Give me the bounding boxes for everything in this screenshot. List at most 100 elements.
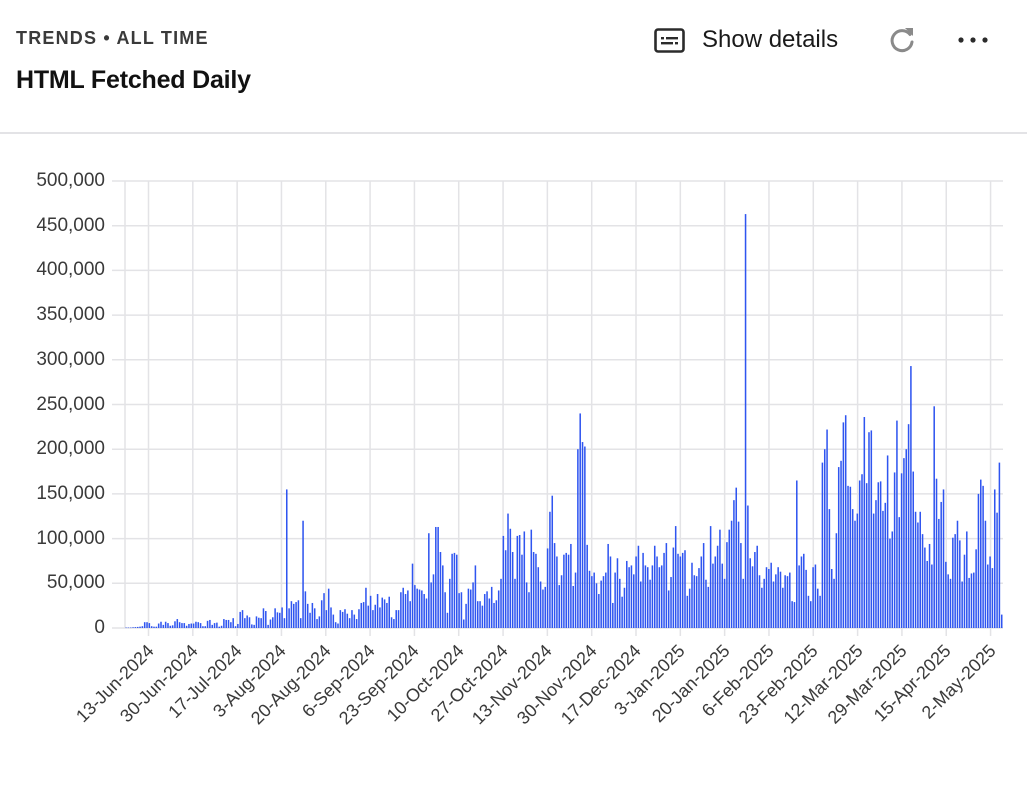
bar[interactable] [174, 621, 176, 628]
bar[interactable] [199, 623, 202, 628]
bar[interactable] [616, 558, 619, 628]
bar[interactable] [807, 595, 810, 628]
bar[interactable] [202, 626, 204, 628]
bar[interactable] [558, 585, 561, 628]
bar[interactable] [190, 623, 193, 628]
bar[interactable] [577, 449, 579, 628]
bar[interactable] [961, 581, 963, 628]
bar[interactable] [500, 578, 502, 628]
bar[interactable] [651, 565, 654, 628]
bar[interactable] [679, 556, 682, 628]
bar[interactable] [216, 622, 218, 628]
bar[interactable] [973, 572, 975, 628]
bar[interactable] [977, 493, 980, 628]
bar[interactable] [970, 573, 973, 628]
bar[interactable] [416, 588, 418, 628]
bar[interactable] [393, 619, 395, 628]
bar[interactable] [386, 602, 388, 628]
bar[interactable] [181, 623, 183, 628]
bar[interactable] [644, 565, 647, 628]
bar[interactable] [623, 587, 626, 628]
bar[interactable] [192, 623, 195, 628]
bar[interactable] [574, 572, 577, 628]
bar[interactable] [812, 567, 814, 628]
bar[interactable] [360, 602, 363, 628]
bar[interactable] [239, 611, 241, 628]
bar[interactable] [153, 626, 155, 628]
bar[interactable] [423, 594, 425, 628]
bar[interactable] [653, 545, 656, 628]
bar[interactable] [171, 625, 174, 628]
bar[interactable] [721, 563, 724, 628]
bar[interactable] [642, 552, 644, 628]
bar[interactable] [351, 610, 353, 628]
bar[interactable] [877, 482, 880, 628]
bar[interactable] [840, 460, 842, 628]
bar[interactable] [772, 581, 775, 628]
bar[interactable] [800, 556, 803, 628]
bar[interactable] [204, 626, 207, 628]
bar[interactable] [779, 571, 782, 628]
bar[interactable] [665, 543, 668, 628]
bar[interactable] [544, 586, 547, 628]
bar[interactable] [1000, 614, 1003, 628]
bar[interactable] [530, 529, 533, 628]
bar[interactable] [209, 619, 211, 628]
bar[interactable] [372, 610, 374, 628]
bar[interactable] [260, 618, 262, 628]
bar[interactable] [956, 520, 959, 628]
bar[interactable] [693, 575, 696, 628]
bar[interactable] [858, 480, 861, 628]
bar[interactable] [435, 526, 437, 628]
bar[interactable] [854, 520, 856, 628]
bar[interactable] [856, 513, 859, 628]
bar[interactable] [931, 564, 933, 628]
bar[interactable] [395, 610, 397, 628]
bar[interactable] [637, 545, 640, 628]
bar[interactable] [830, 568, 833, 628]
bar[interactable] [388, 596, 390, 628]
bar[interactable] [633, 574, 635, 628]
bar[interactable] [695, 576, 698, 628]
bar[interactable] [705, 579, 707, 628]
bar[interactable] [728, 529, 731, 628]
bar[interactable] [528, 592, 530, 628]
bar[interactable] [546, 548, 549, 628]
bar[interactable] [826, 429, 828, 628]
bar[interactable] [735, 487, 738, 628]
bar[interactable] [497, 590, 500, 628]
bar[interactable] [255, 616, 258, 628]
bar[interactable] [870, 430, 873, 628]
bar[interactable] [656, 556, 658, 628]
bar[interactable] [246, 615, 248, 628]
bar[interactable] [223, 619, 225, 628]
bar[interactable] [868, 432, 870, 628]
bar[interactable] [444, 592, 446, 628]
bar[interactable] [758, 575, 761, 628]
bar[interactable] [362, 602, 365, 628]
bar[interactable] [374, 604, 377, 628]
bar[interactable] [178, 622, 181, 628]
bar[interactable] [982, 485, 984, 628]
bar[interactable] [134, 627, 137, 628]
bar[interactable] [553, 543, 556, 628]
bar[interactable] [891, 531, 894, 628]
bar[interactable] [404, 594, 407, 628]
bar[interactable] [551, 495, 554, 628]
bar[interactable] [402, 587, 404, 628]
bar[interactable] [593, 572, 595, 628]
bar[interactable] [912, 471, 915, 628]
bar[interactable] [472, 582, 474, 628]
bar[interactable] [833, 578, 835, 628]
bar[interactable] [211, 624, 213, 628]
bar[interactable] [323, 593, 325, 628]
bar[interactable] [206, 620, 209, 628]
bar[interactable] [414, 585, 416, 628]
bar[interactable] [917, 522, 919, 628]
bar[interactable] [896, 420, 898, 628]
bar[interactable] [265, 611, 267, 628]
bar[interactable] [453, 552, 456, 628]
bar[interactable] [332, 614, 335, 628]
bar[interactable] [945, 561, 947, 628]
bar[interactable] [733, 500, 735, 628]
